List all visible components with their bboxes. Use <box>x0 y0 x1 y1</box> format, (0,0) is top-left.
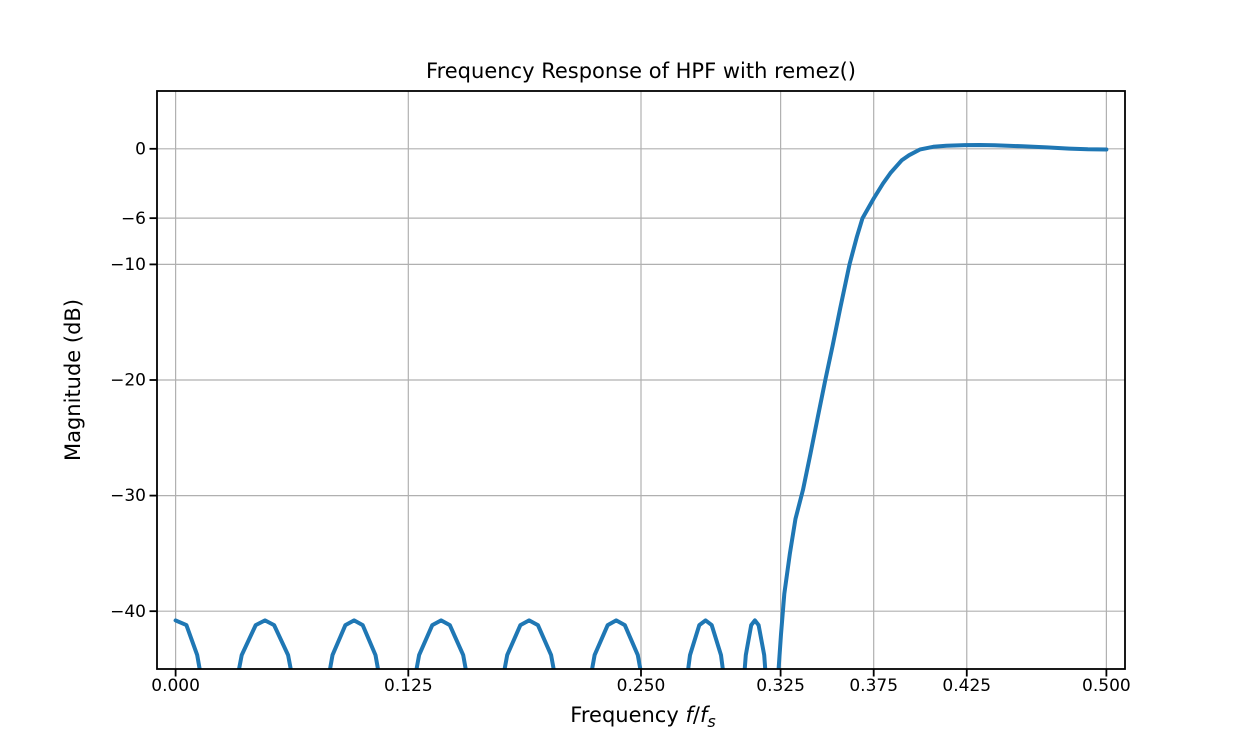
y-tick-label: 0 <box>135 139 146 159</box>
x-tick-label: 0.325 <box>756 676 805 696</box>
y-tick-label: −10 <box>110 255 146 275</box>
y-tick-label: −20 <box>110 371 146 391</box>
gridlines <box>157 91 1125 669</box>
chart-title: Frequency Response of HPF with remez() <box>426 59 856 83</box>
curve-layer <box>173 143 1109 669</box>
x-axis-label-subscript: s <box>707 712 715 731</box>
x-tick-label: 0.250 <box>617 676 666 696</box>
tick-labels: 0.000 0.125 0.250 0.325 0.375 0.425 0.500 0 −6 −1… <box>110 139 1131 696</box>
x-tick-label: 0.500 <box>1082 676 1131 696</box>
y-tick-label: −40 <box>110 602 146 622</box>
x-tick-label: 0.425 <box>942 676 991 696</box>
x-axis-label-slash: / <box>693 703 701 727</box>
y-tick-label: −30 <box>110 486 146 506</box>
x-axis-label-f1: f <box>685 703 696 727</box>
y-axis-label: Magnitude (dB) <box>61 299 85 461</box>
x-tick-label: 0.000 <box>151 676 200 696</box>
tick-marks <box>149 147 1108 677</box>
x-axis-label: Frequency f/fs <box>570 703 715 731</box>
x-tick-label: 0.125 <box>384 676 433 696</box>
x-axis-label-f2: f <box>700 703 711 727</box>
response-curve <box>173 143 1109 669</box>
y-tick-label: −6 <box>121 209 146 229</box>
x-tick-label: 0.375 <box>849 676 898 696</box>
x-axis-label-text: Frequency <box>570 703 685 727</box>
